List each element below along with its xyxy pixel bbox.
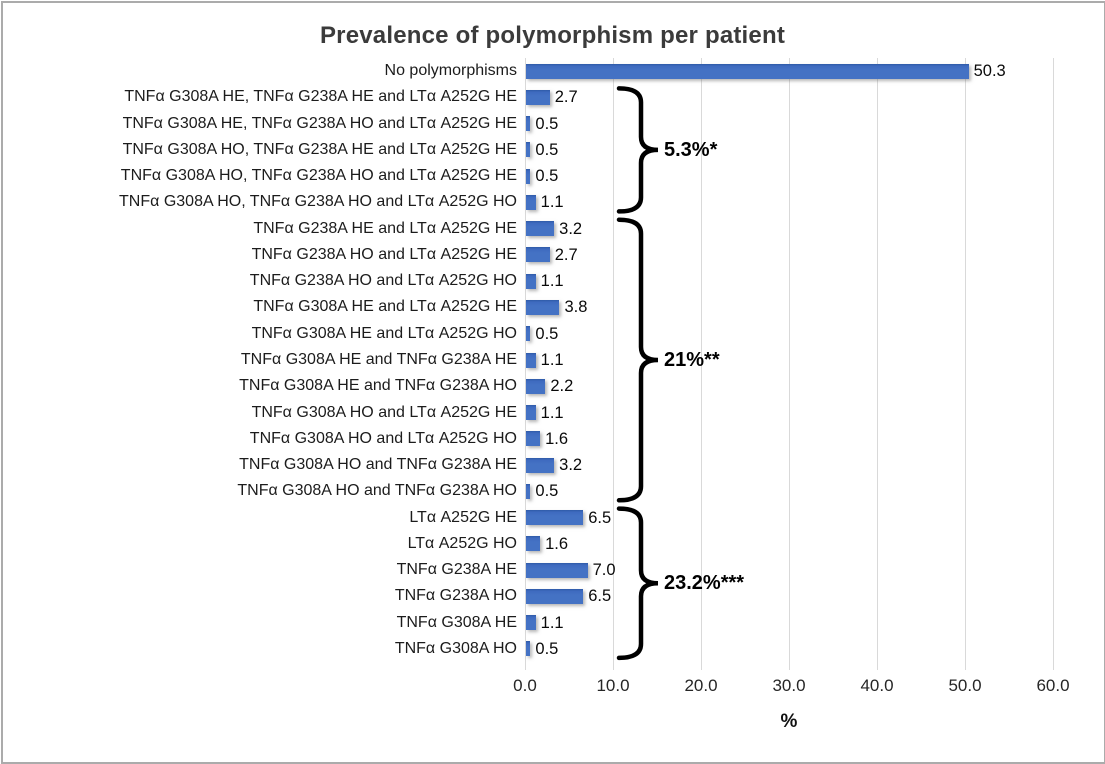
category-label: TNFα G308A HO, TNFα G238A HE and LTα A25…	[122, 140, 517, 158]
value-label: 1.1	[540, 403, 564, 422]
value-label: 0.5	[535, 167, 559, 186]
category-label: TNFα G308A HE and LTα A252G HO	[251, 324, 517, 342]
bar	[526, 89, 550, 105]
bar	[526, 299, 560, 315]
value-label: 1.1	[540, 272, 564, 291]
bar	[526, 247, 550, 263]
category-label: TNFα G308A HE and TNFα G238A HO	[239, 377, 517, 395]
category-label: TNFα G308A HE	[396, 613, 517, 631]
bar	[526, 405, 536, 421]
bar	[526, 562, 588, 578]
category-label: TNFα G238A HO and LTα A252G HO	[249, 272, 517, 290]
category-label: TNFα G308A HO and TNFα G238A HE	[239, 456, 517, 474]
bar	[526, 431, 541, 447]
value-label: 1.6	[545, 429, 569, 448]
x-tick-label: 0.0	[513, 676, 537, 695]
x-tick-label: 60.0	[1036, 676, 1070, 695]
category-label: LTα A252G HO	[407, 534, 517, 552]
bar	[526, 510, 584, 526]
value-label: 6.5	[588, 587, 612, 606]
value-label: 1.1	[540, 193, 564, 212]
value-label: 1.1	[540, 613, 564, 632]
category-label: TNFα G238A HE	[396, 561, 517, 579]
bar	[526, 536, 541, 552]
category-label: TNFα G308A HE and TNFα G238A HE	[240, 351, 517, 368]
category-label: TNFα G308A HE, TNFα G238A HO and LTα A25…	[122, 114, 517, 132]
bar	[526, 615, 536, 631]
value-label: 0.5	[535, 324, 559, 343]
x-tick-label: 10.0	[596, 676, 630, 695]
bar	[526, 378, 546, 394]
bar	[526, 168, 531, 184]
bar	[526, 588, 584, 604]
value-label: 6.5	[588, 508, 612, 527]
x-tick-label: 50.0	[948, 676, 982, 695]
bar	[526, 273, 536, 289]
bar	[526, 194, 536, 210]
value-label: 7.0	[592, 561, 616, 580]
bar	[526, 326, 531, 342]
bar	[526, 641, 531, 657]
x-axis-label: %	[780, 711, 798, 732]
value-label: 0.5	[535, 114, 559, 133]
x-tick-label: 40.0	[860, 676, 894, 695]
bar	[526, 116, 531, 132]
gridline	[613, 58, 614, 670]
gridline	[525, 58, 526, 670]
value-label: 3.8	[564, 298, 588, 317]
value-label: 0.5	[535, 140, 559, 159]
bar	[526, 352, 536, 368]
x-tick-label: 30.0	[772, 676, 806, 695]
category-label: No polymorphisms	[384, 62, 517, 80]
chart-title: Prevalence of polymorphism per patient	[319, 22, 786, 49]
value-label: 2.2	[550, 377, 574, 396]
category-label: TNFα G308A HO and TNFα G238A HO	[237, 482, 517, 500]
bar	[526, 63, 969, 79]
bar	[526, 457, 555, 473]
category-label: TNFα G238A HE and LTα A252G HE	[253, 219, 517, 237]
value-label: 0.5	[535, 639, 559, 658]
category-label: TNFα G308A HE, TNFα G238A HE and LTα A25…	[124, 88, 517, 106]
gridline	[877, 58, 878, 670]
gridline	[965, 58, 966, 670]
value-label: 1.6	[545, 534, 569, 553]
category-label: TNFα G308A HO	[394, 639, 517, 657]
brace-group-label: 5.3%*	[664, 138, 718, 161]
value-label: 2.7	[554, 245, 578, 264]
category-label: TNFα G308A HO, TNFα G238A HO and LTα A25…	[120, 167, 517, 185]
bar	[526, 483, 531, 499]
category-label: TNFα G308A HE and LTα A252G HE	[253, 298, 517, 316]
value-label: 2.7	[554, 88, 578, 107]
gridline	[1053, 58, 1054, 670]
bar	[526, 221, 555, 237]
bar	[526, 142, 531, 158]
category-label: TNFα G308A HO, TNFα G238A HO and LTα A25…	[119, 193, 517, 211]
brace-group-label: 21%**	[664, 349, 720, 371]
x-tick-label: 20.0	[684, 676, 718, 695]
gridline	[701, 58, 702, 670]
value-label: 3.2	[559, 456, 583, 475]
value-label: 1.1	[540, 351, 564, 369]
category-label: TNFα G238A HO	[394, 587, 517, 605]
category-label: TNFα G238A HO and LTα A252G HE	[251, 245, 517, 263]
brace-group-label: 23.2%***	[664, 572, 745, 595]
category-label: TNFα G308A HO and LTα A252G HE	[251, 403, 517, 421]
gridline	[789, 58, 790, 670]
value-label: 50.3	[973, 62, 1006, 81]
category-label: LTα A252G HE	[409, 508, 517, 526]
value-label: 3.2	[559, 219, 583, 238]
value-label: 0.5	[535, 482, 559, 501]
category-label: TNFα G308A HO and LTα A252G HO	[249, 429, 517, 447]
